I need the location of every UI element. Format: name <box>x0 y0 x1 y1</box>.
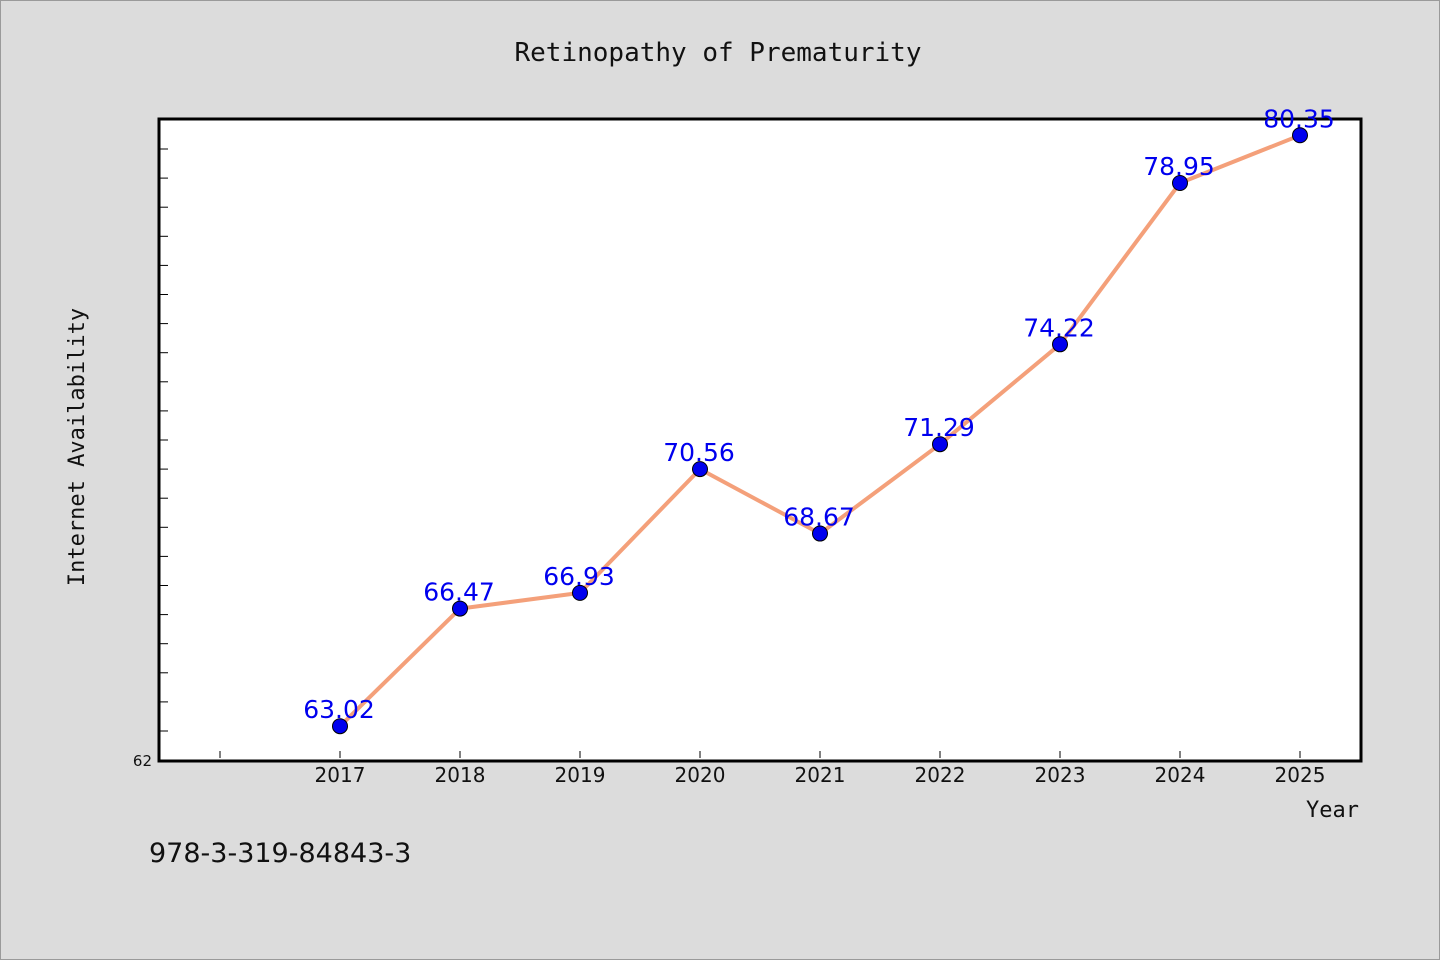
data-label: 80.35 <box>1263 104 1335 133</box>
data-point <box>1172 175 1188 192</box>
x-tick-label: 2022 <box>915 763 966 787</box>
data-label: 63.02 <box>303 695 375 724</box>
x-tick-label: 2019 <box>555 763 606 787</box>
data-label: 71.29 <box>903 413 975 442</box>
data-point <box>1292 127 1308 144</box>
x-tick-label: 2024 <box>1155 763 1206 787</box>
data-label: 74.22 <box>1023 313 1095 342</box>
x-tick-label: 2025 <box>1275 763 1326 787</box>
y-axis-tick-label: 62 <box>133 752 152 770</box>
data-label: 66.47 <box>423 578 495 607</box>
x-tick-label: 2023 <box>1035 763 1086 787</box>
data-point <box>812 525 828 542</box>
data-point <box>332 718 348 735</box>
series-markers <box>332 127 1308 735</box>
data-point <box>1052 336 1068 353</box>
data-labels: 63.02 66.47 66.93 70.56 68.67 71.29 74.22 78.95… <box>303 104 1335 724</box>
data-label: 66.93 <box>543 562 615 591</box>
x-axis-title: Year <box>1306 798 1359 823</box>
x-tick-label: 2017 <box>315 763 366 787</box>
x-axis-ticks <box>219 751 1301 758</box>
data-point <box>452 600 468 617</box>
x-tick-label: 2018 <box>435 763 486 787</box>
data-point <box>692 461 708 478</box>
y-axis-ticks <box>159 148 168 732</box>
chart-title: Retinopathy of Prematurity <box>515 38 922 68</box>
x-tick-label: 2021 <box>795 763 846 787</box>
data-label: 70.56 <box>663 438 735 467</box>
x-axis-tick-labels: 2017 2018 2019 2020 2021 2022 2023 2024 2025 <box>315 763 1326 787</box>
plot-area <box>157 117 1363 763</box>
isbn-footer: 978-3-319-84843-3 <box>149 838 411 869</box>
data-point <box>572 584 588 601</box>
x-tick-label: 2020 <box>675 763 726 787</box>
data-label: 78.95 <box>1143 152 1215 181</box>
data-label: 68.67 <box>783 503 855 532</box>
y-axis-title: Internet Availability <box>65 308 90 586</box>
data-point <box>932 436 948 453</box>
